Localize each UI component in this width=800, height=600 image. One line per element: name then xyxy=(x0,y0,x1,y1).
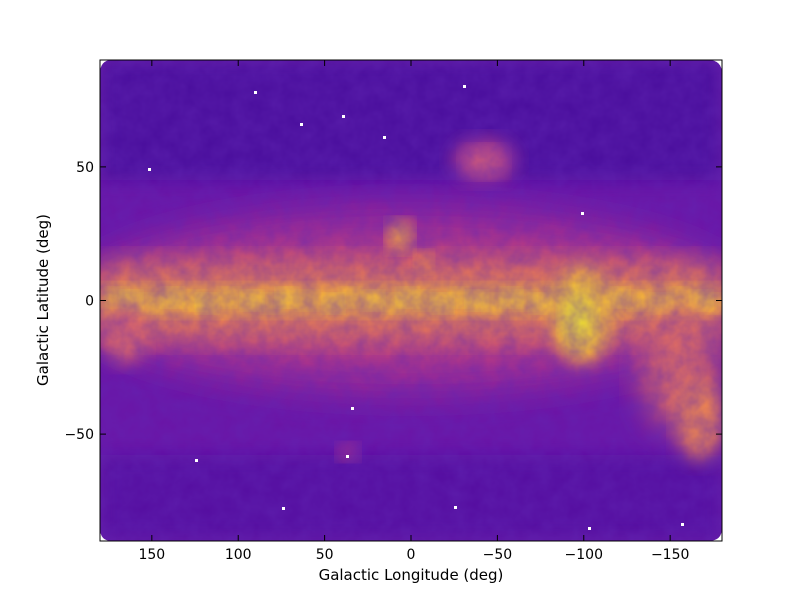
y-axis: 50 0 −50 xyxy=(64,160,722,443)
x-tick-label: −100 xyxy=(565,547,603,563)
masked-pixel xyxy=(148,168,151,171)
masked-pixel xyxy=(254,91,257,94)
x-tick-label: 50 xyxy=(316,547,334,563)
masked-pixel xyxy=(581,212,584,215)
x-tick-label: 150 xyxy=(138,547,165,563)
x-axis-label: Galactic Longitude (deg) xyxy=(319,566,504,584)
y-tick-label: 50 xyxy=(76,160,94,176)
y-tick-label: 0 xyxy=(85,294,94,310)
masked-pixel xyxy=(342,115,345,118)
y-tick-label: −50 xyxy=(64,427,94,443)
masked-pixel xyxy=(195,459,198,462)
heatmap-image xyxy=(100,60,722,541)
masked-pixel xyxy=(351,407,354,410)
masked-pixel xyxy=(383,136,386,139)
masked-pixel xyxy=(300,123,303,126)
masked-pixel xyxy=(681,523,684,526)
x-tick-label: 0 xyxy=(407,547,416,563)
x-tick-label: −50 xyxy=(483,547,513,563)
x-tick-label: −150 xyxy=(651,547,689,563)
x-axis: 150 100 50 0 −50 −100 −150 xyxy=(138,60,689,563)
masked-pixel xyxy=(454,506,457,509)
masked-pixels xyxy=(148,85,684,530)
masked-pixel xyxy=(346,455,349,458)
y-axis-label: Galactic Latitude (deg) xyxy=(34,214,52,386)
masked-pixel xyxy=(463,85,466,88)
x-tick-label: 100 xyxy=(225,547,252,563)
masked-pixel xyxy=(588,527,591,530)
masked-pixel xyxy=(282,507,285,510)
texture-overlay xyxy=(100,60,722,541)
